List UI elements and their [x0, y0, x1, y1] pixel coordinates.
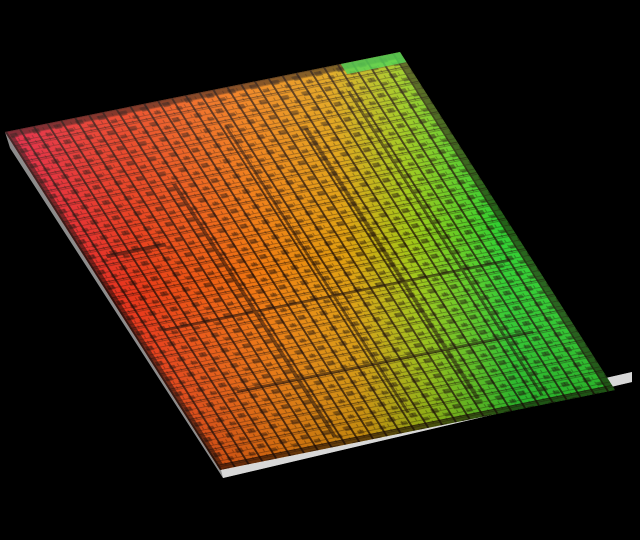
die-sheen: [5, 51, 616, 471]
die: [5, 51, 616, 471]
